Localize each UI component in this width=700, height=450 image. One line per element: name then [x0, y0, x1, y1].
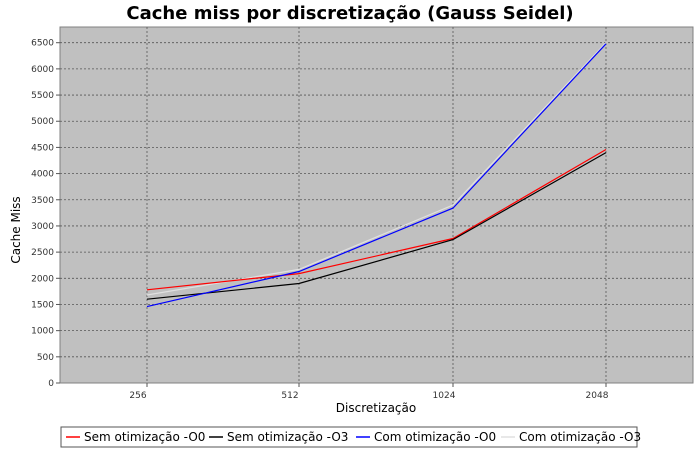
y-tick-label: 6000: [31, 65, 54, 75]
x-tick-label: 256: [129, 391, 146, 401]
y-tick-label: 3500: [31, 196, 54, 206]
legend-label-2: Sem otimização -O3: [227, 430, 348, 444]
y-axis-ticks: 0 500 1000 1500 2000 2500 3000 3500 4000 4500 5000…: [31, 39, 60, 389]
x-tick-label: 1024: [433, 391, 456, 401]
y-tick-label: 6500: [31, 39, 54, 49]
y-tick-label: 2000: [31, 274, 54, 284]
x-tick-label: 512: [281, 391, 298, 401]
y-tick-label: 1000: [31, 327, 54, 337]
series-line-1: [146, 148, 607, 291]
y-tick-label: 5000: [31, 117, 54, 127]
legend-label-4: Com otimização -O3: [519, 430, 641, 444]
x-axis-ticks: 256 512 1024 2048: [129, 383, 609, 401]
plot-area: [59, 26, 694, 384]
y-tick-label: 2500: [31, 248, 54, 258]
y-axis-label: Cache Miss: [9, 196, 23, 263]
x-axis-label: Discretização: [336, 401, 416, 415]
legend: Sem otimização -O0 Sem otimização -O3 Com …: [60, 426, 641, 448]
legend-label-3: Com otimização -O0: [374, 430, 496, 444]
y-tick-label: 4000: [31, 170, 54, 180]
y-tick-label: 1500: [31, 300, 54, 310]
y-tick-label: 4500: [31, 143, 54, 153]
series-line-2: [146, 152, 607, 300]
series-lines: [146, 42, 607, 308]
y-tick-label: 500: [37, 353, 54, 363]
y-tick-label: 5500: [31, 91, 54, 101]
x-tick-label: 2048: [586, 391, 609, 401]
chart-title: Cache miss por discretização (Gauss Seid…: [126, 3, 573, 24]
y-tick-label: 0: [48, 379, 54, 389]
series-line-3: [146, 43, 607, 308]
y-tick-label: 3000: [31, 222, 54, 232]
legend-label-1: Sem otimização -O0: [84, 430, 205, 444]
legend-box: [60, 426, 638, 448]
